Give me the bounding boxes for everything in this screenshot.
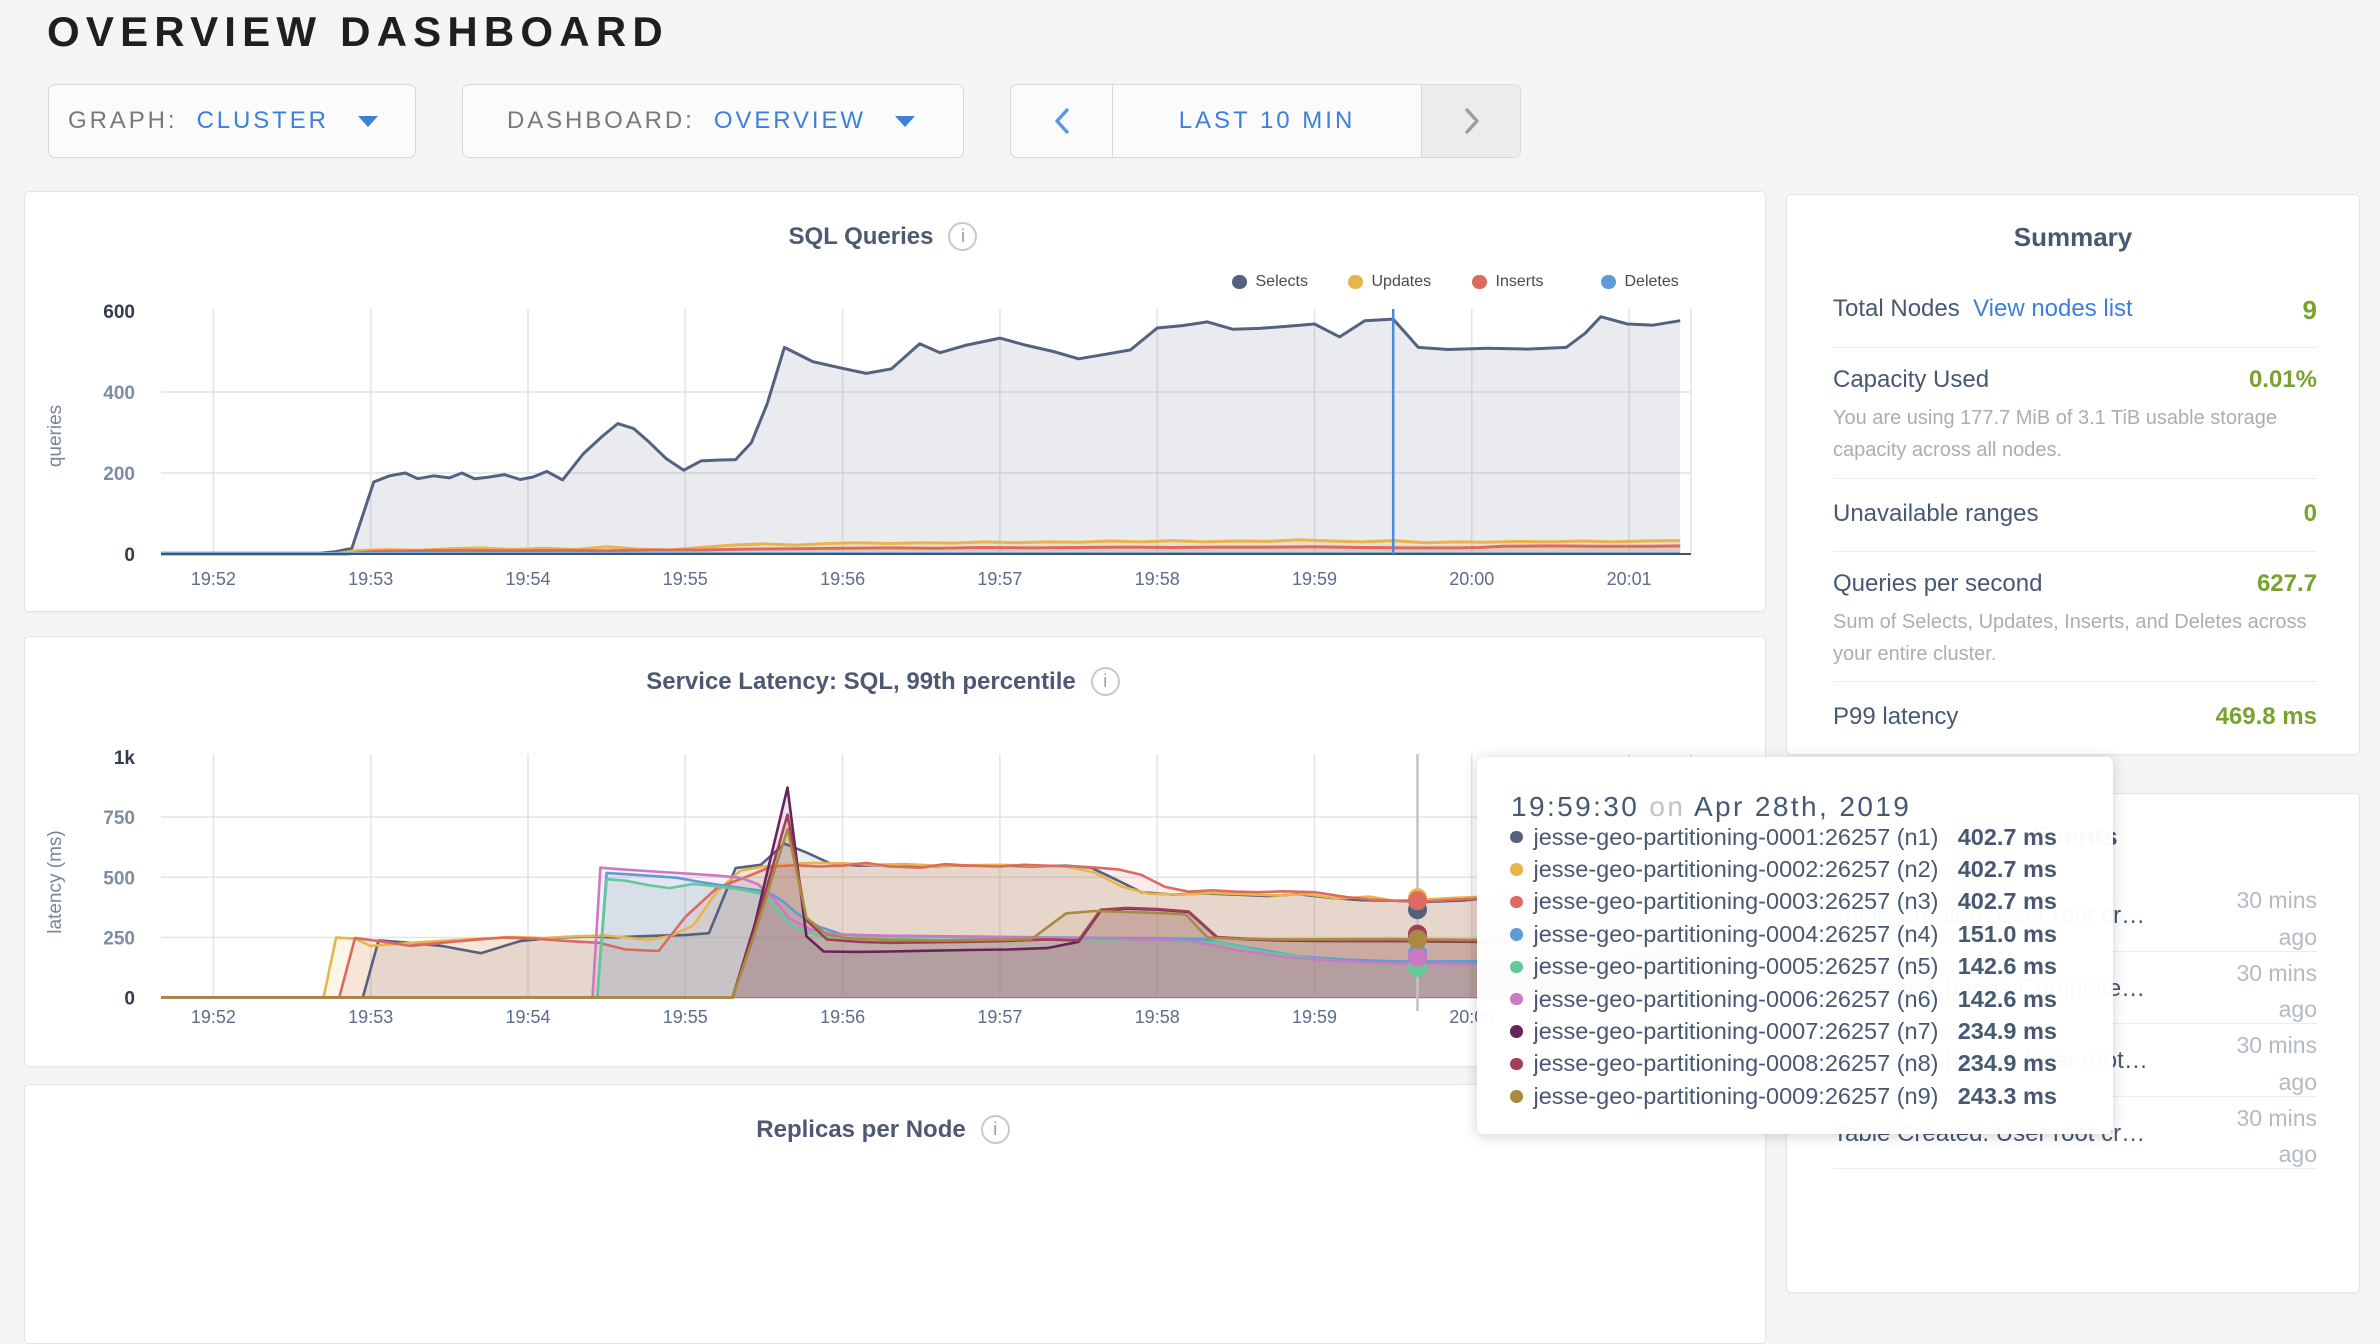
svg-text:19:53: 19:53 bbox=[348, 569, 393, 589]
svg-text:19:52: 19:52 bbox=[191, 569, 236, 589]
svg-text:0: 0 bbox=[124, 989, 135, 1010]
svg-text:19:54: 19:54 bbox=[505, 1007, 550, 1027]
svg-text:19:52: 19:52 bbox=[191, 1007, 236, 1027]
svg-text:200: 200 bbox=[103, 464, 135, 485]
svg-text:19:56: 19:56 bbox=[820, 569, 865, 589]
svg-text:20:01: 20:01 bbox=[1607, 569, 1652, 589]
svg-text:19:53: 19:53 bbox=[348, 1007, 393, 1027]
svg-text:19:58: 19:58 bbox=[1135, 1007, 1180, 1027]
svg-text:20:00: 20:00 bbox=[1449, 569, 1494, 589]
svg-text:750: 750 bbox=[103, 808, 135, 829]
svg-text:500: 500 bbox=[103, 868, 135, 889]
svg-text:250: 250 bbox=[103, 929, 135, 950]
svg-text:19:56: 19:56 bbox=[820, 1007, 865, 1027]
svg-text:1k: 1k bbox=[114, 748, 136, 769]
svg-text:19:59: 19:59 bbox=[1292, 569, 1337, 589]
svg-text:600: 600 bbox=[103, 302, 135, 323]
svg-text:19:57: 19:57 bbox=[977, 1007, 1022, 1027]
svg-text:19:57: 19:57 bbox=[977, 569, 1022, 589]
svg-text:400: 400 bbox=[103, 383, 135, 404]
svg-text:19:59: 19:59 bbox=[1292, 1007, 1337, 1027]
svg-text:queries: queries bbox=[45, 405, 66, 467]
svg-text:19:54: 19:54 bbox=[505, 569, 550, 589]
svg-text:latency (ms): latency (ms) bbox=[45, 830, 66, 933]
svg-text:19:55: 19:55 bbox=[663, 1007, 708, 1027]
svg-text:19:58: 19:58 bbox=[1135, 569, 1180, 589]
svg-text:0: 0 bbox=[124, 545, 135, 566]
svg-text:19:55: 19:55 bbox=[663, 569, 708, 589]
